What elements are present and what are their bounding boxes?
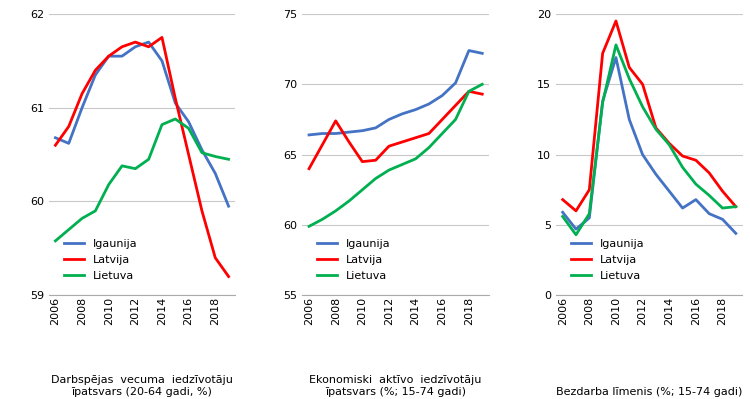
- Text: Bezdarba līmenis (%; 15-74 gadi): Bezdarba līmenis (%; 15-74 gadi): [556, 387, 742, 397]
- Legend: Igaunija, Latvija, Lietuva: Igaunija, Latvija, Lietuva: [64, 239, 137, 281]
- Legend: Igaunija, Latvija, Lietuva: Igaunija, Latvija, Lietuva: [317, 239, 391, 281]
- Text: Ekonomiski  aktīvo  iedzīvotāju
īpatsvars (%; 15-74 gadi): Ekonomiski aktīvo iedzīvotāju īpatsvars …: [310, 375, 482, 397]
- Legend: Igaunija, Latvija, Lietuva: Igaunija, Latvija, Lietuva: [571, 239, 644, 281]
- Text: Darbspējas  vecuma  iedzīvotāju
īpatsvars (20-64 gadi, %): Darbspējas vecuma iedzīvotāju īpatsvars …: [51, 375, 233, 397]
